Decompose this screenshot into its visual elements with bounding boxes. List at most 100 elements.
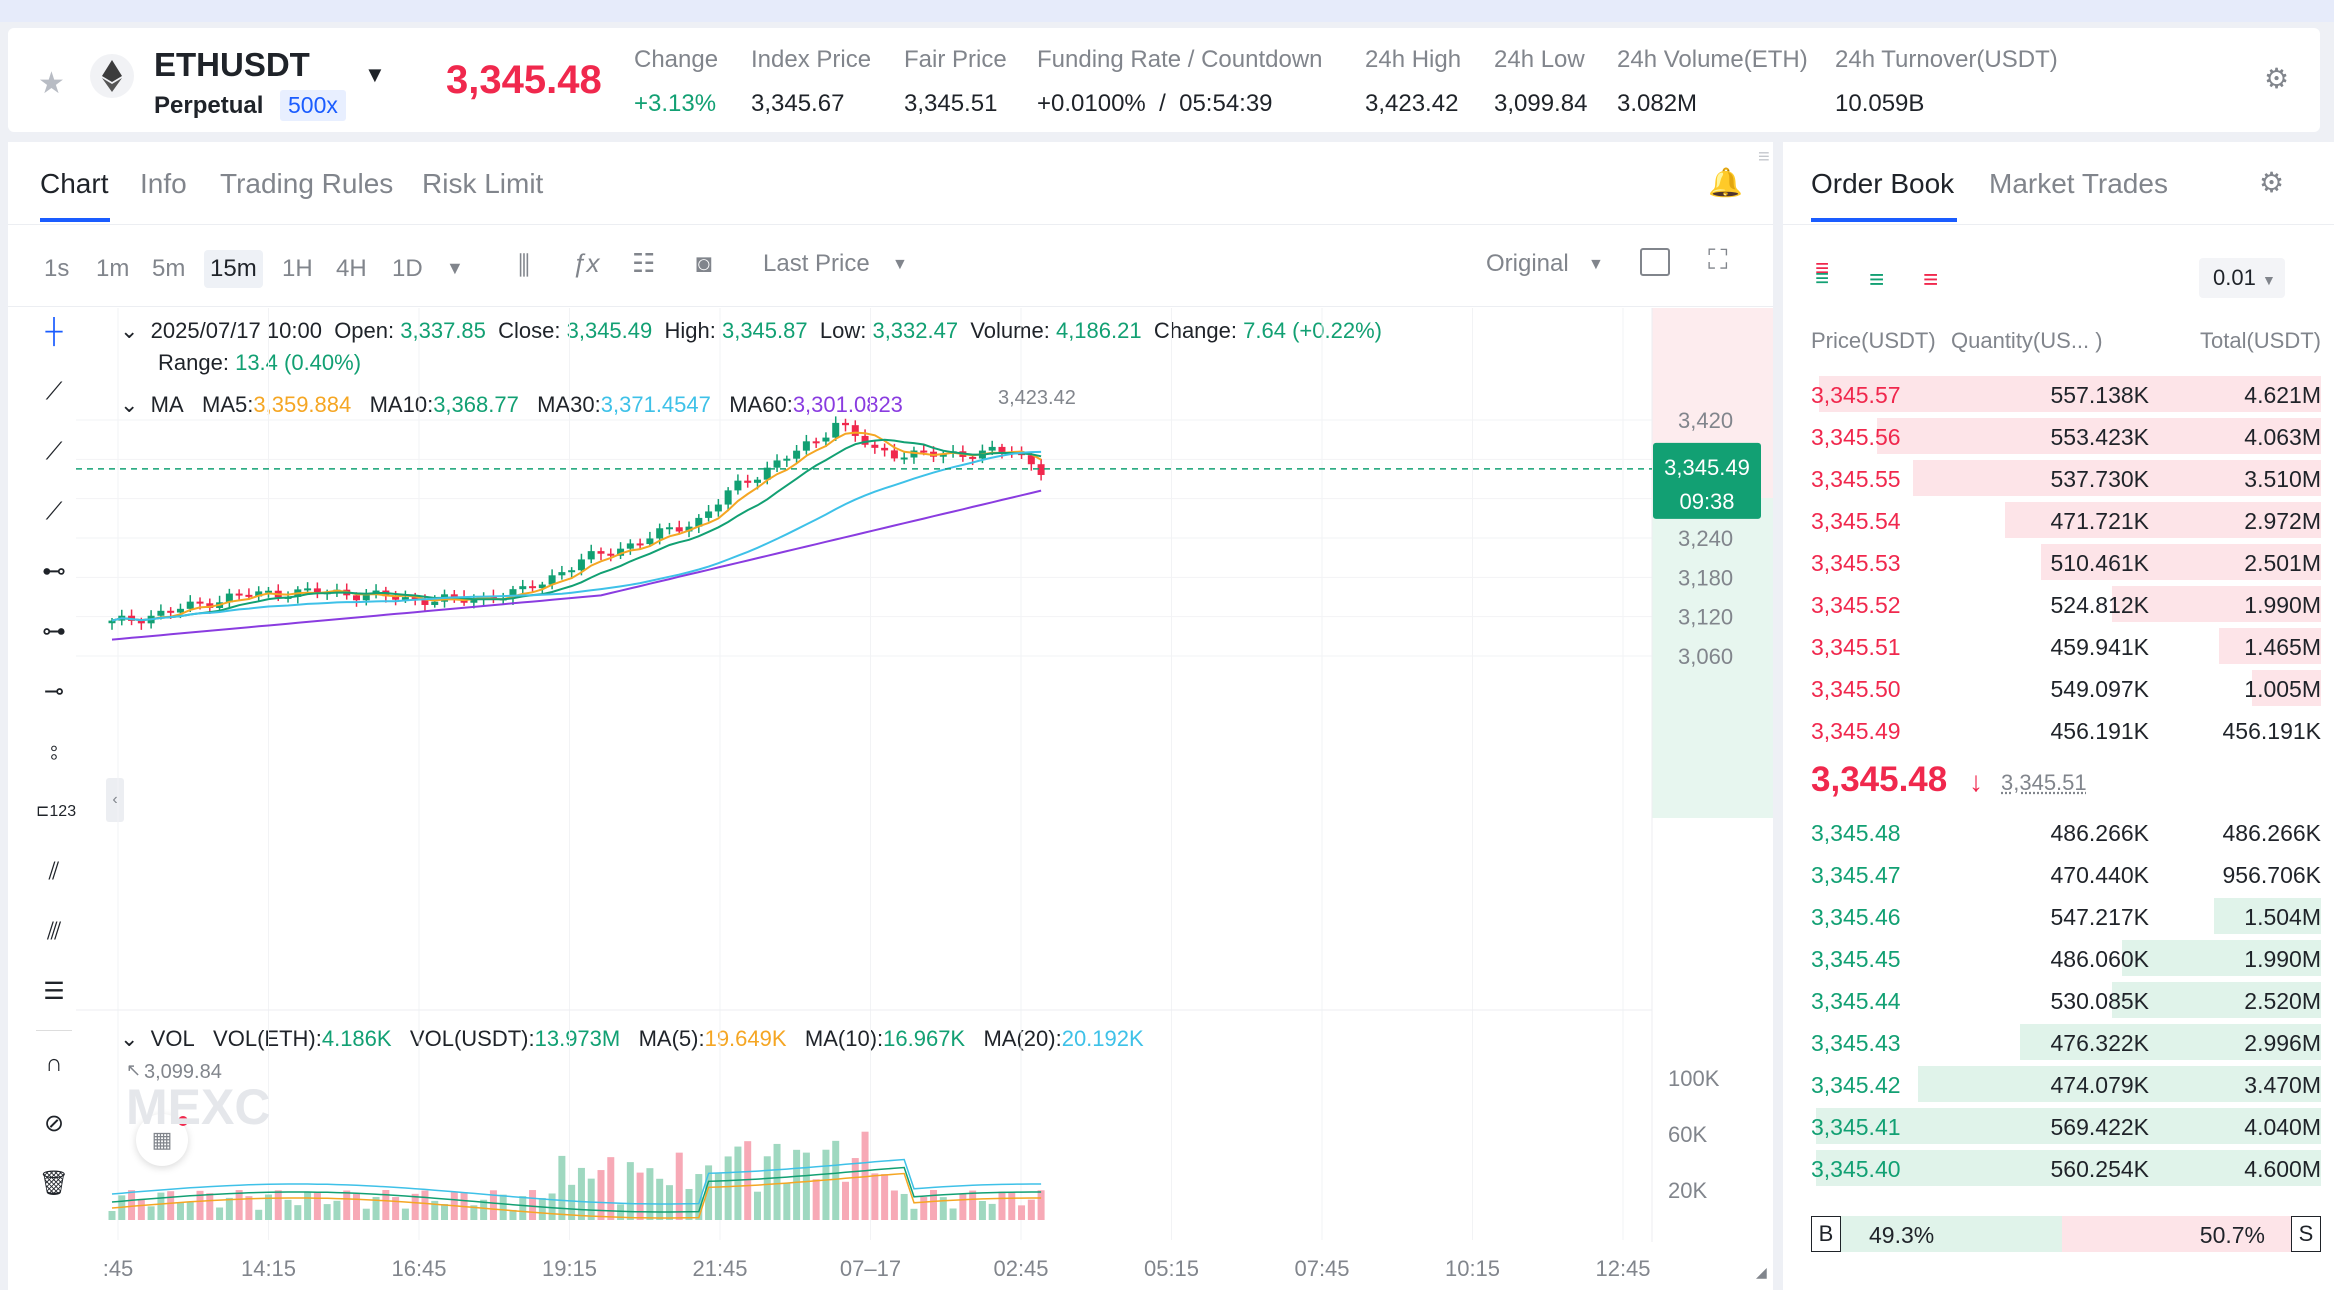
stat-funding-value: +0.0100% / 05:54:39: [1037, 90, 1273, 117]
candle-body: [470, 599, 478, 603]
ask-row[interactable]: 3,345.52 524.812K 1.990M: [1811, 584, 2321, 622]
bid-row[interactable]: 3,345.45 486.060K 1.990M: [1811, 938, 2321, 976]
leverage-badge[interactable]: 500x: [280, 90, 346, 121]
favorite-star-icon[interactable]: ★: [38, 67, 65, 100]
window-icon[interactable]: [1640, 248, 1670, 276]
bid-row[interactable]: 3,345.40 560.254K 4.600M: [1811, 1148, 2321, 1186]
price-range-tool-icon[interactable]: ⊏123: [36, 803, 77, 820]
ask-row[interactable]: 3,345.56 553.423K 4.063M: [1811, 416, 2321, 454]
trendline-tool-icon[interactable]: ⟋: [45, 378, 63, 405]
y-tick-label: 3,420: [1678, 408, 1733, 433]
tf-15m[interactable]: 15m: [204, 250, 263, 288]
collapse-toolbar-icon[interactable]: ‹: [106, 778, 124, 822]
view-bids-icon[interactable]: ≡: [1869, 264, 1885, 294]
candle-body: [656, 528, 664, 539]
x-tick-label: 16:45: [391, 1256, 446, 1281]
hide-eye-icon[interactable]: ⊘: [43, 1110, 65, 1137]
candle-body: [401, 597, 409, 600]
price-chart[interactable]: 3,4203,3603,3003,2403,1803,1203,060:4514…: [8, 142, 1773, 1290]
camera-icon[interactable]: ◙: [696, 248, 712, 278]
ask-row[interactable]: 3,345.54 471.721K 2.972M: [1811, 500, 2321, 538]
trash-icon[interactable]: 🗑: [38, 1170, 70, 1197]
tab-chart[interactable]: Chart: [40, 168, 109, 199]
ask-row[interactable]: 3,345.50 549.097K 1.005M: [1811, 668, 2321, 706]
magnet-icon[interactable]: ∩: [45, 1050, 63, 1077]
tf-5m[interactable]: 5m: [152, 255, 186, 282]
tab-info[interactable]: Info: [140, 168, 187, 199]
ask-price: 3,345.55: [1811, 466, 1901, 492]
layout-icon[interactable]: ☷: [632, 248, 656, 278]
tf-1h[interactable]: 1H: [282, 255, 313, 282]
symbol-dropdown-icon[interactable]: ▼: [364, 62, 386, 87]
vertical-line-tool-icon[interactable]: ⦂: [50, 738, 58, 765]
tf-1d[interactable]: 1D: [392, 255, 423, 282]
volume-bar: [333, 1200, 341, 1220]
price-type-dropdown-icon[interactable]: ▼: [892, 256, 908, 273]
volume-bar: [128, 1190, 136, 1220]
bid-row[interactable]: 3,345.41 569.422K 4.040M: [1811, 1106, 2321, 1144]
ask-row[interactable]: 3,345.51 459.941K 1.465M: [1811, 626, 2321, 664]
ask-total: 4.063M: [2244, 424, 2321, 450]
bid-row[interactable]: 3,345.43 476.322K 2.996M: [1811, 1022, 2321, 1060]
precision-select[interactable]: 0.01 ▼: [2199, 258, 2285, 298]
collapse-chevron-icon[interactable]: ⌄: [120, 392, 139, 417]
bid-row[interactable]: 3,345.47 470.440K 956.706K: [1811, 854, 2321, 892]
fullscreen-icon[interactable]: ⛶: [1708, 244, 1728, 275]
range-value: 13.4 (0.40%): [235, 350, 362, 375]
orderbook-settings-icon[interactable]: ⚙: [2259, 167, 2285, 198]
bid-qty: 476.322K: [2050, 1030, 2149, 1056]
tab-risk-limit[interactable]: Risk Limit: [422, 168, 544, 199]
buy-ratio-bar: [1811, 1216, 2063, 1252]
tf-more-dropdown-icon[interactable]: ▼: [446, 258, 464, 278]
ask-price: 3,345.53: [1811, 550, 1901, 576]
parallel-channel-tool-icon[interactable]: ⫽: [48, 858, 60, 885]
bid-qty: 560.254K: [2050, 1156, 2149, 1182]
bid-row[interactable]: 3,345.48 486.266K 486.266K: [1811, 812, 2321, 850]
tab-market-trades[interactable]: Market Trades: [1989, 168, 2168, 199]
resize-corner-icon[interactable]: ◢: [1756, 1264, 1767, 1280]
pattern-tool-icon[interactable]: ☰: [43, 978, 65, 1005]
candle-body: [108, 620, 116, 624]
ask-row[interactable]: 3,345.55 537.730K 3.510M: [1811, 458, 2321, 496]
ask-row[interactable]: 3,345.57 557.138K 4.621M: [1811, 374, 2321, 412]
candle-type-icon[interactable]: ⫼: [518, 250, 530, 280]
view-asks-icon[interactable]: ≡: [1923, 264, 1939, 294]
bid-row[interactable]: 3,345.42 474.079K 3.470M: [1811, 1064, 2321, 1102]
fib-tool-icon[interactable]: ⫻: [46, 918, 62, 945]
crosshair-tool-icon[interactable]: ┼: [45, 318, 63, 345]
horizontal-line-tool-icon[interactable]: ⊷: [42, 558, 66, 585]
candle-body: [264, 590, 272, 593]
settings-sliders-icon[interactable]: ⚙: [2264, 63, 2290, 94]
horizontal-ray-tool-icon[interactable]: ⊶: [42, 618, 66, 645]
bid-row[interactable]: 3,345.44 530.085K 2.520M: [1811, 980, 2321, 1018]
ask-row[interactable]: 3,345.49 456.191K 456.191K: [1811, 710, 2321, 748]
ray-tool-icon[interactable]: ⟋: [45, 438, 63, 465]
price-type-select[interactable]: Last Price: [763, 250, 870, 277]
tab-active-underline: [40, 218, 110, 222]
ask-qty: 557.138K: [2050, 382, 2149, 408]
symbol-name[interactable]: ETHUSDT: [154, 46, 310, 83]
tf-1s[interactable]: 1s: [44, 255, 70, 282]
extended-line-tool-icon[interactable]: ⟋: [45, 498, 63, 525]
view-both-icon[interactable]: ≡ ≡: [1815, 255, 1830, 292]
ask-row[interactable]: 3,345.53 510.461K 2.501M: [1811, 542, 2321, 580]
countdown-label: 09:38: [1679, 489, 1734, 514]
candle-body: [695, 517, 703, 527]
tab-order-book[interactable]: Order Book: [1811, 168, 1955, 199]
indicator-fx-icon[interactable]: ƒx: [572, 248, 600, 278]
collapse-chevron-icon[interactable]: ⌄: [120, 318, 139, 343]
ohlc-date: 2025/07/17 10:00: [150, 318, 322, 343]
price-line-tool-icon[interactable]: ⊸: [43, 678, 65, 705]
bid-row[interactable]: 3,345.46 547.217K 1.504M: [1811, 896, 2321, 934]
ask-qty: 537.730K: [2050, 466, 2149, 492]
view-mode-select[interactable]: Original: [1486, 250, 1569, 277]
tab-trading-rules[interactable]: Trading Rules: [220, 168, 394, 199]
collapse-chevron-icon[interactable]: ⌄: [120, 1026, 139, 1051]
panel-handle-icon[interactable]: ≡: [1758, 146, 1770, 168]
view-mode-dropdown-icon[interactable]: ▼: [1588, 256, 1604, 273]
tf-4h[interactable]: 4H: [336, 255, 367, 282]
candle-body: [900, 457, 908, 460]
bell-icon[interactable]: 🔔: [1708, 167, 1743, 198]
tf-1m[interactable]: 1m: [96, 255, 130, 282]
ma5-label: MA5:: [202, 392, 254, 417]
